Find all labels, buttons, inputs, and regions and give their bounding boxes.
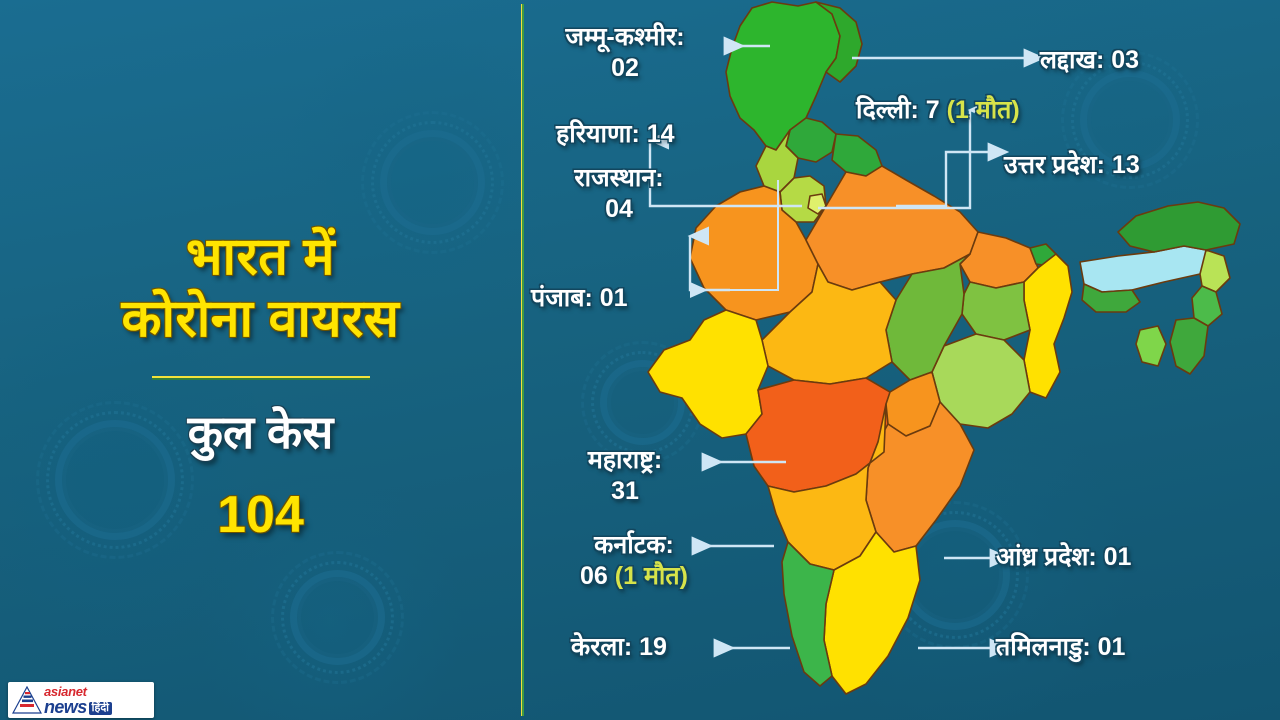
map-region-mizoram (1169, 317, 1209, 375)
label-tamil-nadu: तमिलनाडु: 01 (996, 633, 1126, 661)
label-karnataka: कर्नाटक: 06 (1 मौत) (534, 530, 734, 592)
label-kerala: केरला: 19 (571, 633, 667, 661)
label-haryana: हरियाणा: 14 (556, 120, 675, 148)
label-jammu-kashmir: जम्मू-कश्मीर: 02 (530, 22, 720, 84)
map-region-madhya-pradesh (761, 263, 897, 385)
total-cases-value: 104 (217, 486, 304, 544)
asianet-news-logo: asianet news हिंदी (8, 682, 154, 718)
label-ladakh: लद्दाख: 03 (1040, 46, 1140, 74)
label-rajasthan-name: राजस्थान: (574, 164, 664, 192)
map-region-tripura (1135, 325, 1167, 367)
label-karnataka-name: कर्नाटक: (594, 531, 674, 559)
map-region-nagaland (1199, 249, 1231, 293)
label-maharashtra-value: 31 (611, 477, 639, 505)
map-region-kerala (781, 541, 835, 687)
india-map (540, 0, 1280, 720)
map-region-meghalaya (1081, 283, 1141, 313)
map-region-assam (1079, 245, 1217, 293)
label-delhi-deaths: (1 मौत) (946, 96, 1020, 124)
logo-asianet-text: asianet (44, 683, 87, 699)
label-uttar-pradesh: उत्तर प्रदेश: 13 (1004, 151, 1140, 179)
logo-wordmark: asianet news हिंदी (44, 683, 113, 717)
label-delhi: दिल्ली: 7 (1 मौत) (856, 95, 1020, 126)
logo-news-text: news (44, 696, 87, 717)
label-karnataka-deaths: (1 मौत) (614, 562, 688, 590)
page-title-line2: कोरोना वायरस (121, 290, 400, 348)
page-title-line1: भारत में (186, 228, 335, 286)
label-andhra-pradesh: आंध्र प्रदेश: 01 (996, 543, 1132, 571)
total-cases-label: कुल केस (187, 406, 334, 458)
label-punjab: पंजाब: 01 (531, 284, 628, 312)
logo-hindi-badge: हिंदी (88, 701, 113, 715)
label-jammu-kashmir-value: 02 (611, 54, 639, 82)
label-maharashtra-name: महाराष्ट्र: (587, 446, 663, 474)
label-rajasthan-value: 04 (605, 195, 633, 223)
logo-news-row: news हिंदी (44, 696, 113, 717)
label-maharashtra: महाराष्ट्र: 31 (546, 445, 704, 507)
label-delhi-text: दिल्ली: 7 (856, 96, 940, 124)
map-region-arunachal (1117, 201, 1241, 253)
map-region-jharkhand (961, 281, 1031, 341)
asianet-triangle-icon (11, 685, 43, 714)
map-region-ladakh (815, 1, 863, 83)
label-karnataka-value: 06 (580, 562, 608, 590)
vertical-divider (521, 4, 524, 716)
label-rajasthan: राजस्थान: 04 (534, 163, 704, 225)
title-rule-divider (152, 376, 370, 380)
label-jammu-kashmir-name: जम्मू-कश्मीर: (565, 23, 685, 51)
map-region-west-bengal (1023, 253, 1073, 399)
map-region-uttarakhand (831, 133, 883, 177)
headline-panel: भारत में कोरोना वायरस कुल केस 104 (0, 0, 521, 720)
map-region-gujarat (647, 309, 769, 439)
